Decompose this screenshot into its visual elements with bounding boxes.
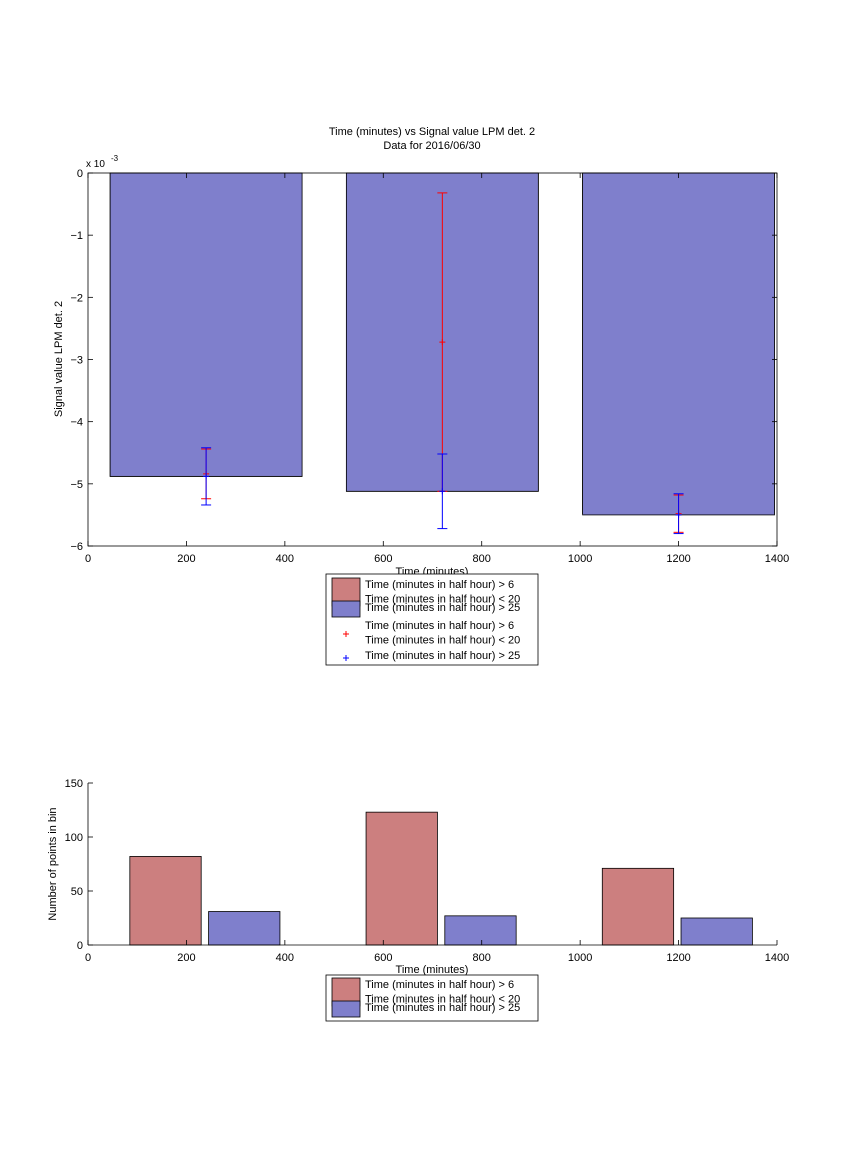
legend-entry: Time (minutes in half hour) > 6 Time (min… bbox=[331, 577, 520, 607]
legend-swatch bbox=[331, 600, 361, 618]
chart-title: Time (minutes) vs Signal value LPM det. … bbox=[329, 126, 535, 138]
x-tick-label: 0 bbox=[85, 553, 91, 565]
legend-entry: Time (minutes in half hour) > 6 Time (min… bbox=[343, 620, 520, 647]
x-axis-label: Time (minutes) bbox=[396, 964, 469, 976]
bar bbox=[582, 172, 775, 516]
bar-group bbox=[129, 811, 753, 946]
y-tick-label: 50 bbox=[71, 886, 83, 898]
bar bbox=[444, 915, 517, 946]
legend-label: Time (minutes in half hour) < 20 bbox=[365, 635, 520, 647]
x-tick-label: 0 bbox=[85, 952, 91, 964]
x-tick-label: 800 bbox=[473, 553, 491, 565]
x-tick-label: 800 bbox=[473, 952, 491, 964]
bar bbox=[109, 172, 303, 477]
y-tick-label: 0 bbox=[77, 940, 83, 952]
bar bbox=[208, 911, 281, 946]
errorbar bbox=[673, 493, 684, 535]
legend-box bbox=[325, 573, 539, 666]
y-exponent-power: -3 bbox=[111, 154, 119, 163]
errorbar-group bbox=[201, 192, 684, 535]
x-tick-label: 1400 bbox=[765, 553, 789, 565]
bar bbox=[680, 917, 753, 946]
legend-label: Time (minutes in half hour) > 25 bbox=[365, 602, 520, 614]
y-tick-label: −4 bbox=[70, 417, 83, 429]
bar bbox=[129, 856, 202, 946]
legend-label: Time (minutes in half hour) < 20 bbox=[365, 594, 520, 606]
legend-entry: Time (minutes in half hour) > 25 bbox=[331, 1000, 520, 1018]
x-tick-label: 200 bbox=[177, 952, 195, 964]
legend-swatch bbox=[331, 1000, 361, 1018]
x-tick-label: 600 bbox=[374, 952, 392, 964]
x-tick-label: 1200 bbox=[666, 553, 690, 565]
legend-label: Time (minutes in half hour) > 6 bbox=[365, 979, 514, 991]
y-tick-label: −6 bbox=[70, 541, 83, 553]
y-tick-label: 0 bbox=[77, 168, 83, 180]
legend-entry: Time (minutes in half hour) > 25 bbox=[343, 650, 520, 662]
bar bbox=[365, 811, 438, 946]
signal-chart: Time (minutes) vs Signal value LPM det. … bbox=[53, 126, 789, 666]
y-tick-label: 150 bbox=[65, 778, 83, 790]
errorbar bbox=[437, 453, 448, 530]
chart-subtitle: Data for 2016/06/30 bbox=[383, 140, 480, 152]
legend-entry: Time (minutes in half hour) > 25 bbox=[331, 600, 520, 618]
x-tick-label: 1200 bbox=[666, 952, 690, 964]
x-tick-label: 1000 bbox=[568, 952, 592, 964]
y-tick-label: −2 bbox=[70, 292, 83, 304]
y-axis-label: Number of points in bin bbox=[47, 807, 59, 920]
legend-label: Time (minutes in half hour) < 20 bbox=[365, 994, 520, 1006]
x-tick-label: 200 bbox=[177, 553, 195, 565]
x-tick-label: 400 bbox=[276, 952, 294, 964]
y-exponent-label: x 10 bbox=[86, 159, 105, 170]
legend: Time (minutes in half hour) > 6 Time (min… bbox=[325, 573, 539, 666]
x-tick-label: 1400 bbox=[765, 952, 789, 964]
y-tick-label: −1 bbox=[70, 230, 83, 242]
bar bbox=[601, 867, 675, 946]
legend-box bbox=[325, 974, 539, 1022]
y-tick-label: 100 bbox=[65, 832, 83, 844]
legend-label: Time (minutes in half hour) > 6 bbox=[365, 620, 514, 632]
legend-label: Time (minutes in half hour) > 25 bbox=[365, 650, 520, 662]
axes: 0 200 400 600 800 1000 1200 1400 0 −1 −2 −3 −4 −5 −6 bbox=[70, 168, 789, 565]
bar-group bbox=[109, 172, 775, 516]
y-tick-label: −5 bbox=[70, 479, 83, 491]
x-tick-label: 400 bbox=[276, 553, 294, 565]
count-chart: 0 200 400 600 800 1000 1200 1400 0 50 100 150 Time … bbox=[47, 778, 790, 1022]
y-axis-label: Signal value LPM det. 2 bbox=[53, 301, 65, 417]
legend: Time (minutes in half hour) > 6 Time (min… bbox=[325, 974, 539, 1022]
errorbar bbox=[201, 447, 212, 506]
y-tick-label: −3 bbox=[70, 355, 83, 367]
axes: 0 200 400 600 800 1000 1200 1400 0 50 100 150 bbox=[65, 778, 790, 964]
legend-label: Time (minutes in half hour) > 6 bbox=[365, 579, 514, 591]
x-tick-label: 1000 bbox=[568, 553, 592, 565]
x-tick-label: 600 bbox=[374, 553, 392, 565]
legend-label: Time (minutes in half hour) > 25 bbox=[365, 1002, 520, 1014]
